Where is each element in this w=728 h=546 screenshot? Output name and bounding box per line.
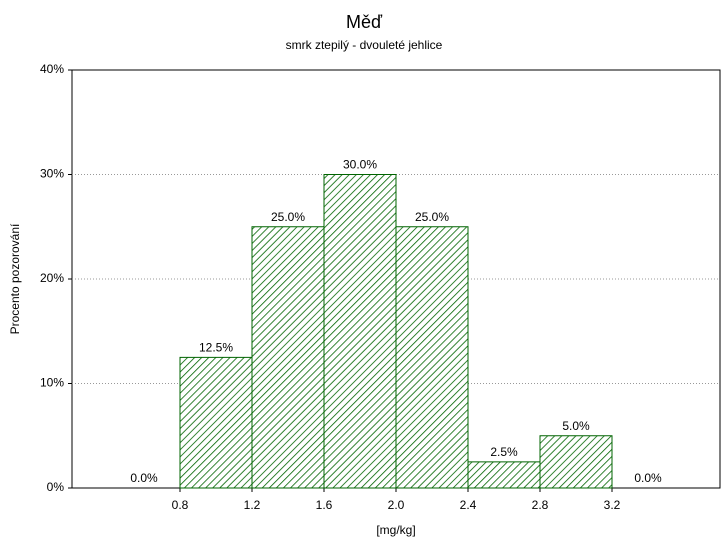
- x-tick-label: 3.2: [604, 498, 621, 512]
- x-tick-label: 1.2: [244, 498, 261, 512]
- value-label: 25.0%: [271, 210, 305, 224]
- y-tick-label: 0%: [47, 480, 65, 494]
- y-axis-label: Procento pozorování: [8, 223, 22, 334]
- value-label: 5.0%: [562, 419, 590, 433]
- x-tick-label: 2.8: [532, 498, 549, 512]
- bar: [467, 461, 541, 489]
- value-label: 2.5%: [490, 445, 518, 459]
- chart-title: Měď: [346, 12, 383, 32]
- y-tick-label: 30%: [40, 167, 64, 181]
- x-tick-label: 2.4: [460, 498, 477, 512]
- y-tick-label: 40%: [40, 62, 64, 76]
- bar: [395, 226, 469, 489]
- x-tick-label: 0.8: [172, 498, 189, 512]
- x-axis-label: [mg/kg]: [376, 523, 415, 537]
- chart-subtitle: smrk ztepilý - dvouleté jehlice: [286, 38, 443, 52]
- value-label: 25.0%: [415, 210, 449, 224]
- y-tick-label: 20%: [40, 271, 64, 285]
- x-tick-label: 2.0: [388, 498, 405, 512]
- bar: [179, 356, 253, 489]
- value-label: 12.5%: [199, 341, 233, 355]
- bar: [251, 226, 325, 489]
- value-label: 0.0%: [130, 471, 158, 485]
- value-label: 0.0%: [634, 471, 662, 485]
- bar: [323, 174, 397, 489]
- x-tick-label: 1.6: [316, 498, 333, 512]
- y-tick-label: 10%: [40, 376, 64, 390]
- bar: [539, 435, 613, 489]
- value-label: 30.0%: [343, 158, 377, 172]
